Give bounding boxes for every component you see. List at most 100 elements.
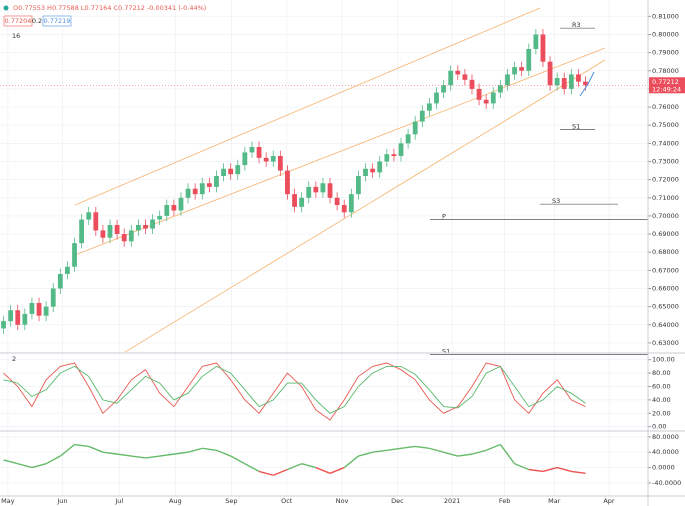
candle-body (185, 188, 191, 198)
candle-body (270, 156, 276, 162)
line-segment (301, 463, 317, 469)
candle-body (363, 168, 368, 176)
y-tick-label: 80.00 (652, 369, 671, 377)
line-segment (556, 466, 572, 473)
candle-body (519, 67, 525, 71)
line-segment (499, 444, 516, 465)
line-segment (386, 447, 402, 451)
candle-body (313, 186, 319, 193)
indicator-label: 16 (12, 32, 20, 40)
candle-body (178, 197, 184, 211)
line-segment (187, 447, 203, 453)
candle-body (221, 168, 226, 176)
line-segment (88, 445, 104, 453)
pivot-label: R3 (572, 21, 581, 29)
candle-body (306, 186, 312, 198)
candle-body (93, 212, 99, 231)
candle-body (114, 224, 120, 235)
line-segment (542, 466, 558, 473)
candle-body (50, 288, 56, 307)
candle-body (533, 34, 539, 49)
candle-body (15, 310, 21, 325)
candle-body (476, 88, 482, 100)
candle-body (483, 99, 489, 104)
line-segment (244, 463, 260, 473)
candle-body (86, 212, 92, 220)
y-tick-label: 0.71000 (652, 194, 679, 202)
y-tick-label: 60.00 (652, 382, 671, 390)
y-tick-label: 0.67000 (652, 266, 679, 274)
candle-body (554, 78, 560, 86)
y-tick-label: 0.63000 (652, 339, 679, 347)
line-segment (216, 449, 231, 457)
candle-body (214, 176, 219, 187)
line-segment (173, 451, 189, 455)
candle-body (8, 310, 14, 322)
candle-body (100, 230, 106, 238)
x-tick-label: Feb (499, 497, 511, 505)
candle-body (391, 154, 397, 157)
y-tick-label: 0.70000 (652, 212, 679, 220)
y-tick-label: -40.0000 (652, 479, 681, 487)
candle-body (164, 205, 170, 216)
line-segment (3, 459, 18, 465)
y-tick-label: 0.00 (652, 423, 666, 431)
candle-body (65, 266, 70, 274)
candle-body (36, 303, 42, 316)
line-segment (571, 470, 586, 475)
y-tick-label: 0.76000 (652, 103, 679, 111)
y-tick-label: 20.00 (652, 409, 671, 417)
y-tick-label: 40.0000 (652, 448, 679, 456)
countdown: 12:49:24 (652, 85, 681, 93)
y-tick-label: 100.00 (652, 356, 675, 364)
candle-body (171, 205, 177, 211)
candle-body (512, 67, 517, 75)
candle-body (490, 92, 496, 104)
line-segment (315, 466, 331, 474)
y-tick-label: 0.73000 (652, 157, 679, 165)
candle-body (43, 306, 49, 316)
line-segment (358, 451, 373, 457)
candle-body (143, 224, 148, 229)
candle-body (526, 48, 532, 71)
y-tick-label: 0.64000 (652, 321, 679, 329)
candle-body (277, 156, 283, 171)
line-segment (415, 445, 430, 450)
line-segment (159, 453, 174, 457)
line-segment (17, 463, 33, 469)
candle-body (419, 110, 425, 122)
candle-body (285, 170, 290, 195)
candle-body (57, 273, 63, 289)
y-tick-label: 0.74000 (652, 139, 679, 147)
line-series (3, 365, 586, 414)
indicator-label: 2 (12, 355, 16, 363)
candle-body (540, 34, 546, 62)
badge-text: 0.77204 (5, 17, 32, 25)
line-segment (429, 447, 444, 453)
y-tick-label: 40.00 (652, 396, 671, 404)
candle-body (249, 146, 255, 153)
candle-body (136, 224, 141, 231)
y-tick-label: 0.68000 (652, 248, 679, 256)
ohlc-legend: O0.77553 H0.77588 L0.77164 C0.77212 -0.0… (13, 4, 206, 12)
y-tick-label: 0.65000 (652, 303, 679, 311)
candle-body (29, 303, 35, 314)
line-segment (272, 468, 288, 476)
line-segment (329, 466, 345, 474)
candle-body (22, 313, 28, 325)
candle-body (79, 219, 85, 244)
y-tick-label: 80.0000 (652, 433, 679, 441)
candle-body (497, 85, 503, 93)
badge (42, 15, 72, 27)
candle-body (292, 194, 297, 207)
x-tick-label: Sep (225, 497, 237, 505)
candle-body (263, 157, 269, 162)
badge (3, 15, 33, 27)
x-tick-label: May (1, 497, 15, 505)
y-tick-label: 0.69000 (652, 230, 679, 238)
x-tick-label: Dec (391, 497, 404, 505)
candle-body (370, 168, 376, 173)
line-segment (457, 453, 473, 457)
line-segment (230, 455, 246, 465)
